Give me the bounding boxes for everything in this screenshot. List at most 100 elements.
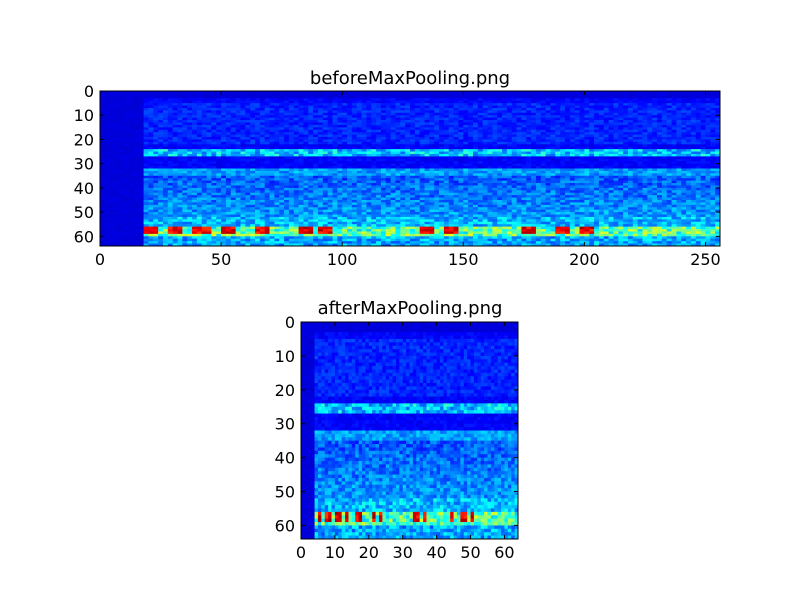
before-cell	[594, 107, 600, 111]
before-cell	[414, 98, 421, 102]
before-cell	[681, 127, 687, 131]
before-cell	[332, 153, 338, 157]
before-cell	[545, 151, 551, 155]
before-cell	[211, 103, 217, 106]
before-cell	[162, 183, 169, 186]
before-cell	[201, 127, 207, 131]
before-cell	[443, 139, 450, 143]
before-cell	[390, 173, 396, 177]
before-cell	[414, 132, 421, 135]
before-cell	[269, 173, 275, 177]
before-cell	[303, 153, 309, 157]
before-cell	[279, 137, 285, 140]
before-cell	[376, 139, 382, 143]
before-cell	[439, 141, 445, 145]
before-cell	[676, 168, 682, 172]
before-cell	[255, 120, 261, 123]
before-cell	[506, 110, 513, 114]
before-cell	[686, 127, 692, 131]
before-cell	[371, 127, 377, 131]
before-cell	[167, 183, 174, 186]
before-cell	[414, 178, 421, 182]
before-cell	[201, 141, 207, 145]
before-cell	[535, 170, 542, 174]
before-cell	[482, 151, 488, 155]
before-cell	[419, 170, 425, 174]
before-cell	[598, 112, 605, 116]
before-cell	[332, 103, 338, 106]
before-cell	[652, 139, 658, 143]
before-cell	[206, 161, 212, 165]
before-cell	[686, 161, 692, 165]
before-cell	[308, 146, 314, 150]
before-cell	[342, 115, 348, 119]
before-cell	[589, 112, 595, 116]
before-cell	[439, 149, 445, 152]
before-cell	[560, 95, 566, 99]
before-cell	[347, 112, 353, 116]
before-cell	[497, 129, 503, 133]
before-cell	[429, 146, 435, 150]
before-cell	[138, 124, 144, 128]
before-cell	[560, 127, 566, 131]
before-cell	[710, 156, 716, 160]
before-cell	[516, 107, 522, 111]
before-cell	[661, 161, 668, 165]
before-cell	[264, 129, 270, 133]
before-cell	[560, 105, 566, 109]
before-cell	[560, 170, 566, 174]
before-cell	[342, 120, 348, 123]
before-cell	[332, 161, 338, 165]
before-cell	[448, 146, 454, 150]
before-cell	[492, 132, 498, 135]
before-cell	[313, 170, 319, 174]
before-cell	[526, 156, 532, 160]
before-cell	[608, 149, 614, 152]
before-cell	[661, 139, 668, 143]
before-cell	[594, 98, 600, 102]
before-cell	[284, 124, 290, 128]
before-cell	[196, 124, 203, 128]
before-cell	[545, 103, 551, 106]
before-cell	[167, 115, 174, 119]
before-cell	[240, 149, 246, 152]
before-cell	[182, 103, 188, 106]
before-cell	[487, 173, 493, 177]
before-cell	[535, 180, 542, 184]
before-cell	[657, 105, 663, 109]
before-cell	[119, 98, 125, 102]
before-cell	[255, 105, 261, 109]
before-cell	[681, 166, 687, 169]
before-cell	[259, 141, 266, 145]
before-cell	[342, 100, 348, 104]
before-cell	[623, 178, 629, 182]
before-cell	[671, 98, 677, 102]
before-cell	[637, 103, 643, 106]
before-cell	[172, 115, 178, 119]
before-cell	[647, 146, 653, 150]
before-cell	[482, 112, 488, 116]
before-cell	[162, 168, 169, 172]
before-cell	[419, 156, 425, 160]
before-cell	[715, 105, 721, 109]
before-cell	[574, 178, 580, 182]
before-cell	[623, 153, 629, 157]
before-cell	[303, 173, 309, 177]
before-cell	[492, 168, 498, 172]
before-cell	[288, 168, 295, 172]
before-cell	[337, 100, 343, 104]
before-cell	[250, 175, 256, 179]
before-cell	[114, 122, 120, 126]
before-cell	[182, 146, 188, 150]
before-cell	[133, 107, 140, 111]
before-cell	[657, 122, 663, 126]
before-cell	[361, 156, 367, 160]
before-cell	[347, 168, 353, 172]
before-cell	[468, 144, 474, 148]
before-cell	[119, 180, 125, 184]
before-cell	[410, 137, 416, 140]
before-cell	[284, 168, 290, 172]
before-cell	[259, 170, 266, 174]
before-cell	[439, 107, 445, 111]
before-cell	[598, 93, 605, 97]
